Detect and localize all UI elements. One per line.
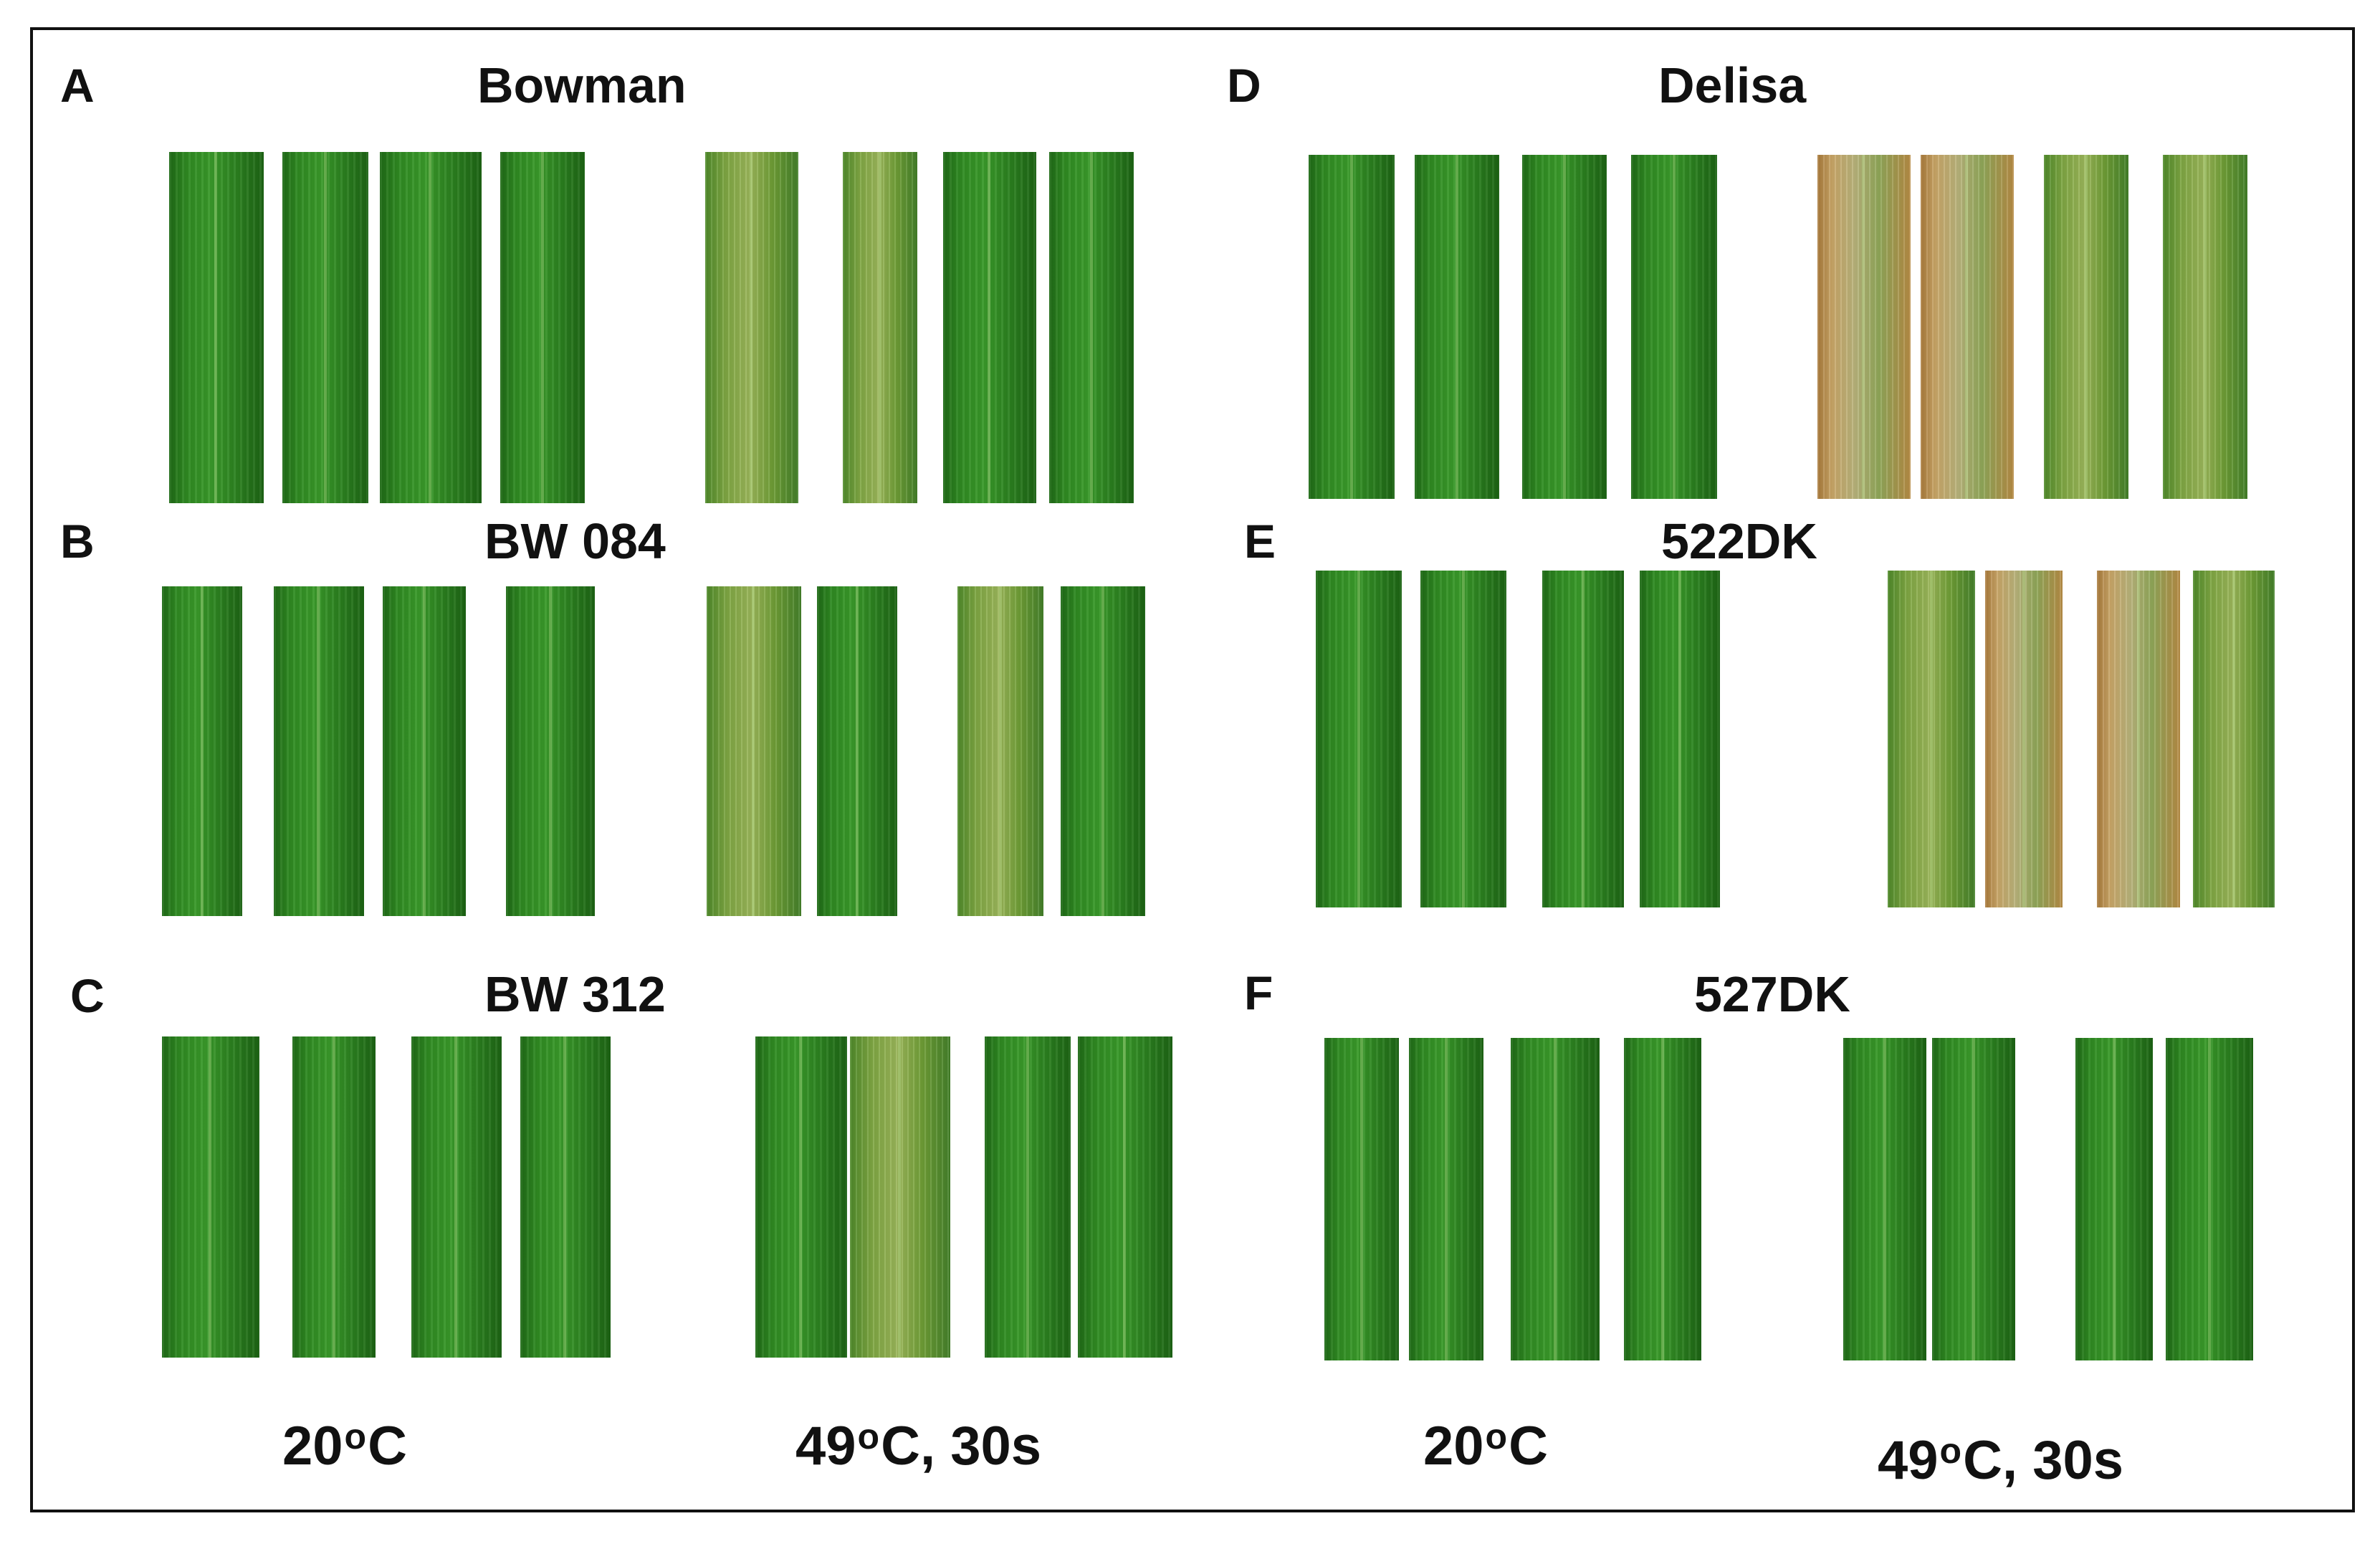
panel-a-photo [119, 123, 1180, 503]
control-temp-value: 20 [1423, 1416, 1484, 1477]
leaf-heat [1921, 155, 2014, 499]
panel-e-title: 522DK [1661, 513, 1817, 569]
leaf-heat [1843, 1038, 1926, 1360]
panel-b-photo [133, 579, 1165, 916]
panel-d-photo [1287, 123, 2319, 499]
leaf-control [162, 1036, 259, 1358]
leaf-control [1309, 155, 1395, 499]
leaf-heat [1888, 571, 1975, 907]
control-temp-label-left: 20oC [282, 1419, 407, 1474]
leaf-heat [755, 1036, 847, 1358]
leaf-heat [850, 1036, 950, 1358]
leaf-heat [1985, 571, 2063, 907]
leaf-heat [1932, 1038, 2015, 1360]
leaf-heat [707, 586, 801, 916]
leaf-control [1542, 571, 1624, 907]
heat-temp-unit: C, 30s [881, 1416, 1042, 1477]
panel-c-title: BW 312 [484, 966, 666, 1022]
leaf-control [380, 152, 482, 503]
leaf-heat [1049, 152, 1134, 503]
leaf-control [274, 586, 364, 916]
leaf-control [1624, 1038, 1701, 1360]
leaf-control [292, 1036, 376, 1358]
control-temp-unit: C [1509, 1416, 1548, 1477]
leaf-heat [943, 152, 1036, 503]
leaf-heat [2044, 155, 2128, 499]
leaf-control [1324, 1038, 1399, 1360]
heat-temp-value: 49 [795, 1416, 856, 1477]
leaf-control [1631, 155, 1717, 499]
degree-symbol: o [1939, 1431, 1962, 1471]
leaf-control [500, 152, 585, 503]
panel-c-letter: C [70, 969, 105, 1022]
leaf-control [383, 586, 466, 916]
panel-f-letter: F [1244, 966, 1273, 1019]
leaf-control [411, 1036, 502, 1358]
heat-temp-unit: C, 30s [1963, 1430, 2124, 1491]
leaf-control [520, 1036, 611, 1358]
degree-symbol: o [1485, 1416, 1508, 1457]
leaf-control [1409, 1038, 1483, 1360]
leaf-control [1316, 571, 1402, 907]
panel-a-letter: A [60, 59, 95, 112]
panel-d-title: Delisa [1658, 57, 1807, 113]
leaf-control [1420, 571, 1506, 907]
heat-temp-value: 49 [1878, 1430, 1939, 1491]
degree-symbol: o [344, 1416, 367, 1457]
heat-temp-label-right: 49oC, 30s [1878, 1431, 2123, 1488]
control-temp-unit: C [368, 1416, 407, 1477]
panel-f-photo [1309, 1038, 2326, 1368]
panel-f-title: 527DK [1694, 966, 1850, 1022]
panel-a-title: Bowman [477, 57, 687, 113]
leaf-control [162, 586, 242, 916]
leaf-control [1522, 155, 1607, 499]
leaf-heat [2166, 1038, 2253, 1360]
leaf-control [282, 152, 368, 503]
panel-c-photo [133, 1036, 1187, 1366]
leaf-heat [1061, 586, 1145, 916]
leaf-heat [957, 586, 1043, 916]
degree-symbol: o [857, 1416, 880, 1457]
leaf-control [506, 586, 595, 916]
leaf-heat [2163, 155, 2247, 499]
control-temp-value: 20 [282, 1416, 343, 1477]
leaf-heat [1817, 155, 1911, 499]
leaf-heat [2097, 571, 2180, 907]
figure-frame: A Bowman B BW 084 C BW 312 D Delisa [30, 27, 2355, 1512]
leaf-heat [843, 152, 917, 503]
leaf-heat [1078, 1036, 1172, 1358]
leaf-heat [2193, 571, 2275, 907]
leaf-control [169, 152, 264, 503]
panel-b-letter: B [60, 515, 95, 568]
leaf-heat [2075, 1038, 2153, 1360]
leaf-heat [985, 1036, 1071, 1358]
panel-e-photo [1309, 571, 2326, 915]
panel-b-title: BW 084 [484, 513, 666, 569]
control-temp-label-right: 20oC [1423, 1419, 1548, 1474]
leaf-control [1640, 571, 1720, 907]
heat-temp-label-left: 49oC, 30s [795, 1419, 1041, 1474]
leaf-heat [817, 586, 897, 916]
leaf-control [1415, 155, 1499, 499]
panel-e-letter: E [1244, 515, 1276, 568]
leaf-control [1511, 1038, 1600, 1360]
panel-d-letter: D [1227, 59, 1261, 112]
leaf-heat [705, 152, 798, 503]
